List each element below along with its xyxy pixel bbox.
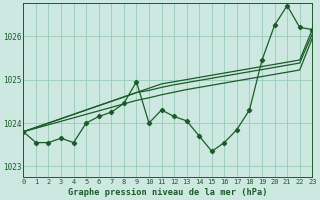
X-axis label: Graphe pression niveau de la mer (hPa): Graphe pression niveau de la mer (hPa) bbox=[68, 188, 268, 197]
